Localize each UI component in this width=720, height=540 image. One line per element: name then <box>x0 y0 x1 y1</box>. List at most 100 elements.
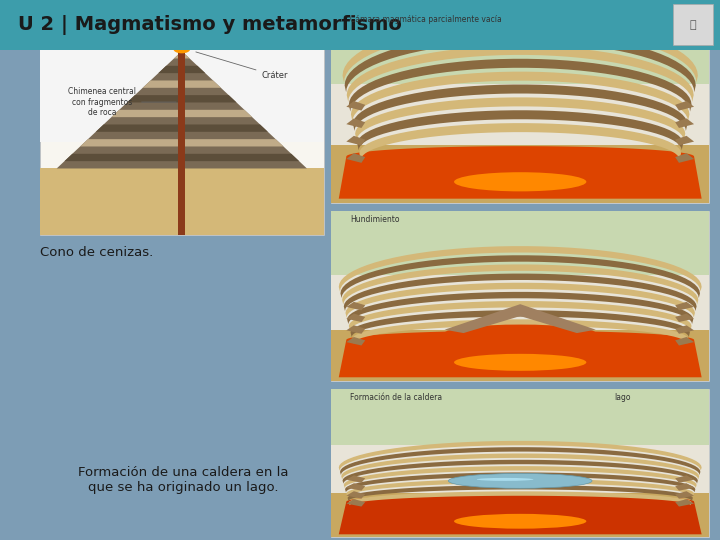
Polygon shape <box>346 314 365 322</box>
Text: ⛰: ⛰ <box>690 20 696 30</box>
Polygon shape <box>675 153 694 163</box>
Polygon shape <box>346 302 365 310</box>
Polygon shape <box>675 302 694 310</box>
Ellipse shape <box>477 478 534 481</box>
Polygon shape <box>344 466 697 488</box>
Polygon shape <box>357 110 683 150</box>
Polygon shape <box>675 101 694 111</box>
FancyBboxPatch shape <box>40 14 324 142</box>
Ellipse shape <box>174 44 190 53</box>
Polygon shape <box>343 460 698 484</box>
FancyBboxPatch shape <box>331 492 709 537</box>
FancyBboxPatch shape <box>331 11 709 202</box>
Polygon shape <box>346 153 365 163</box>
Ellipse shape <box>194 14 215 26</box>
FancyBboxPatch shape <box>331 211 709 381</box>
Polygon shape <box>339 146 701 199</box>
Text: lago: lago <box>615 393 631 402</box>
Polygon shape <box>675 499 694 507</box>
Polygon shape <box>346 337 365 346</box>
Polygon shape <box>675 118 694 128</box>
Polygon shape <box>57 51 307 168</box>
Polygon shape <box>347 292 693 324</box>
Polygon shape <box>341 255 700 298</box>
Polygon shape <box>346 283 695 318</box>
Text: Hundimiento: Hundimiento <box>350 215 400 224</box>
Polygon shape <box>339 246 701 292</box>
Polygon shape <box>96 125 268 132</box>
Polygon shape <box>344 274 697 311</box>
Polygon shape <box>343 20 698 83</box>
Polygon shape <box>346 479 694 497</box>
Ellipse shape <box>445 325 596 342</box>
Polygon shape <box>345 33 696 92</box>
Ellipse shape <box>149 12 169 24</box>
Text: Cono de cenizas.: Cono de cenizas. <box>40 246 153 259</box>
Polygon shape <box>174 51 189 58</box>
Text: U 2 | Magmatismo y metamorfismo: U 2 | Magmatismo y metamorfismo <box>18 15 402 35</box>
FancyBboxPatch shape <box>331 389 709 537</box>
FancyBboxPatch shape <box>40 168 324 235</box>
Ellipse shape <box>161 4 186 19</box>
Polygon shape <box>675 475 694 483</box>
Polygon shape <box>346 491 365 498</box>
Ellipse shape <box>179 5 207 22</box>
Polygon shape <box>349 301 692 330</box>
Polygon shape <box>346 483 365 491</box>
Polygon shape <box>346 325 365 334</box>
Polygon shape <box>348 485 693 501</box>
Polygon shape <box>341 454 699 480</box>
Polygon shape <box>339 330 701 377</box>
Ellipse shape <box>454 172 586 191</box>
Polygon shape <box>339 441 701 471</box>
FancyBboxPatch shape <box>331 389 709 537</box>
Polygon shape <box>339 494 701 535</box>
Polygon shape <box>346 136 365 145</box>
FancyBboxPatch shape <box>0 0 720 50</box>
Polygon shape <box>445 304 596 333</box>
Polygon shape <box>65 154 299 161</box>
FancyBboxPatch shape <box>331 11 709 202</box>
Polygon shape <box>355 97 685 140</box>
Polygon shape <box>351 310 690 337</box>
FancyBboxPatch shape <box>331 389 709 445</box>
Text: Formación de una caldera en la
que se ha originado un lago.: Formación de una caldera en la que se ha… <box>78 466 289 494</box>
Ellipse shape <box>170 26 194 40</box>
Polygon shape <box>158 66 205 73</box>
Polygon shape <box>80 139 284 146</box>
Polygon shape <box>353 85 688 131</box>
FancyBboxPatch shape <box>331 329 709 381</box>
Polygon shape <box>675 337 694 346</box>
Polygon shape <box>143 80 221 88</box>
Text: Cráter: Cráter <box>196 52 288 80</box>
Ellipse shape <box>454 514 586 529</box>
Polygon shape <box>351 72 690 121</box>
Ellipse shape <box>449 474 592 488</box>
Polygon shape <box>127 95 237 103</box>
Text: Formación de la caldera: Formación de la caldera <box>350 393 442 402</box>
Polygon shape <box>675 325 694 334</box>
Ellipse shape <box>163 9 200 31</box>
FancyBboxPatch shape <box>331 211 709 275</box>
Polygon shape <box>346 101 365 111</box>
Text: Chimenea central
con fragmentos
de roca: Chimenea central con fragmentos de roca <box>68 87 176 117</box>
Text: Cámara magmática parcialmente vacía: Cámara magmática parcialmente vacía <box>350 15 502 24</box>
Polygon shape <box>342 265 698 305</box>
FancyBboxPatch shape <box>331 145 709 202</box>
Ellipse shape <box>454 354 586 371</box>
FancyBboxPatch shape <box>331 211 709 381</box>
Polygon shape <box>345 472 696 492</box>
Ellipse shape <box>183 16 215 33</box>
FancyBboxPatch shape <box>40 14 324 235</box>
FancyBboxPatch shape <box>179 47 185 235</box>
Polygon shape <box>675 136 694 145</box>
Polygon shape <box>349 59 692 112</box>
Polygon shape <box>346 499 365 507</box>
Polygon shape <box>346 475 365 483</box>
FancyBboxPatch shape <box>331 11 709 84</box>
Polygon shape <box>352 319 688 343</box>
Text: Material piroclástico: Material piroclástico <box>111 15 196 30</box>
Polygon shape <box>347 46 693 102</box>
Polygon shape <box>675 483 694 491</box>
Ellipse shape <box>150 18 179 35</box>
